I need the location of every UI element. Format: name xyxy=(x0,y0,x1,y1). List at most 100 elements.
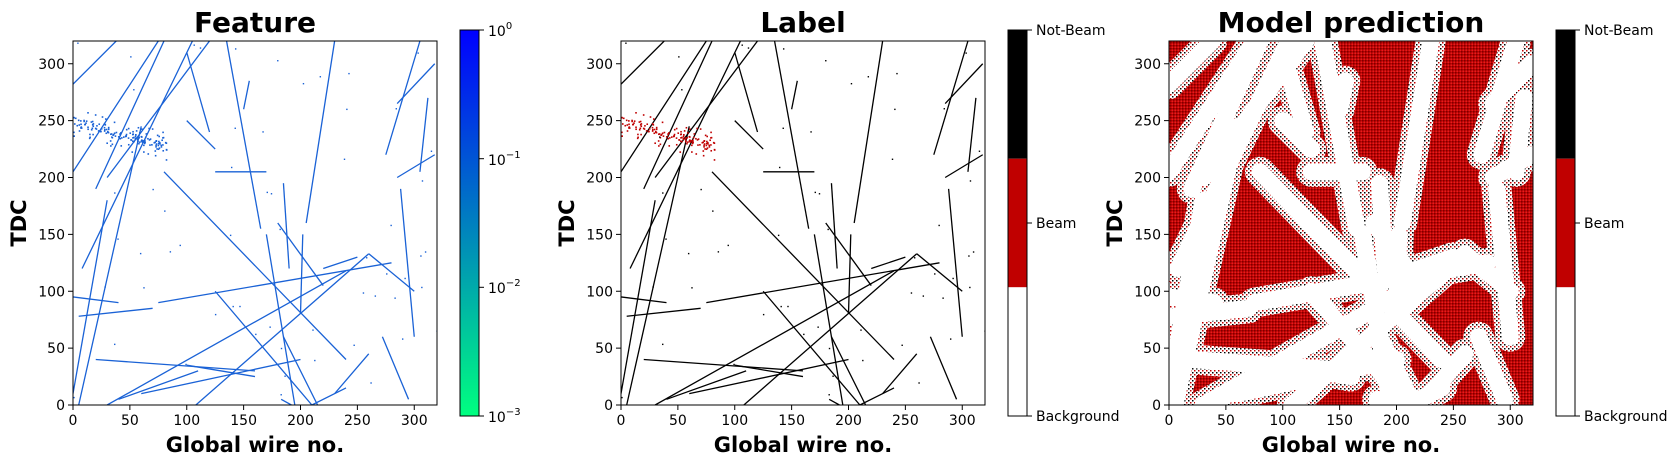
beam-hit xyxy=(92,125,95,128)
predicted-track xyxy=(1370,174,1394,277)
axes: 0 50 100 150 200 250 300 0 50 100 150 200 250 300 xyxy=(586,57,975,429)
beam-hit xyxy=(678,139,681,141)
beam-hit xyxy=(639,127,642,130)
track-hit-line xyxy=(734,52,759,133)
beam-hit xyxy=(119,137,122,140)
beam-hit xyxy=(685,140,687,143)
noise-hit xyxy=(279,228,281,231)
x-tick-label: 300 xyxy=(401,413,428,429)
beam-hit xyxy=(697,144,699,146)
beam-hit xyxy=(626,124,629,126)
beam-hit xyxy=(92,133,94,136)
track-hit-line xyxy=(368,253,415,292)
beam-hit xyxy=(165,148,168,151)
predicted-track xyxy=(1169,41,1263,181)
noise-hit xyxy=(968,255,970,257)
beam-hit xyxy=(642,114,645,116)
track-hit-line xyxy=(73,41,117,85)
beam-hit xyxy=(658,145,660,147)
beam-hit xyxy=(628,127,630,129)
noise-hit xyxy=(747,47,750,49)
beam-hit xyxy=(137,126,140,129)
predicted-track xyxy=(1399,379,1451,405)
beam-hit xyxy=(659,143,662,146)
beam-hit xyxy=(132,130,134,133)
beam-hit xyxy=(114,135,117,137)
noise-hit xyxy=(733,363,735,366)
noise-hit xyxy=(949,338,952,340)
beam-hit xyxy=(135,130,138,132)
noise-hit xyxy=(255,333,257,336)
colorbar-label-background: Background xyxy=(1036,409,1120,425)
beam-hit xyxy=(670,136,673,138)
predicted-track xyxy=(1314,41,1366,238)
predicted-track xyxy=(1353,225,1400,405)
beam-hit xyxy=(705,148,708,151)
beam-hit xyxy=(133,140,135,143)
noise-hit xyxy=(818,193,821,195)
noise-hit xyxy=(860,329,862,331)
noise-hit xyxy=(404,277,406,280)
noise-hit xyxy=(762,313,765,316)
track-layer xyxy=(621,41,985,405)
beam-hit xyxy=(83,119,85,122)
colorbar-segment-beam xyxy=(1008,158,1027,288)
beam-hit xyxy=(155,144,157,147)
y-tick-label: 250 xyxy=(1134,114,1161,130)
noise-hit xyxy=(353,344,355,346)
beam-hit xyxy=(134,135,137,138)
track-hit-line xyxy=(734,364,804,378)
beam-hit xyxy=(672,135,675,138)
track-hit-line xyxy=(825,222,872,286)
beam-hit xyxy=(76,124,79,127)
beam-hit xyxy=(682,135,685,138)
noise-hit xyxy=(199,47,202,49)
beam-hit xyxy=(705,142,708,145)
beam-hit xyxy=(695,137,697,140)
beam-hit xyxy=(130,139,133,141)
beam-hit xyxy=(160,144,163,147)
beam-hit xyxy=(105,132,108,135)
beam-hit xyxy=(104,124,107,126)
beam-hit xyxy=(628,127,631,129)
y-tick-label: 50 xyxy=(47,341,65,357)
beam-hit xyxy=(624,124,627,127)
track-hit-line xyxy=(847,234,852,315)
beam-hit xyxy=(148,139,151,141)
track-hit-line xyxy=(225,41,262,229)
beam-hit xyxy=(149,144,151,146)
beam-hit xyxy=(649,116,652,118)
beam-hit xyxy=(681,140,683,143)
beam-hit xyxy=(107,126,110,129)
beam-hit xyxy=(635,126,637,129)
beam-hit xyxy=(621,131,623,134)
beam-hit xyxy=(111,143,114,146)
beam-hit xyxy=(96,125,98,127)
beam-hit xyxy=(628,126,631,128)
noise-hit xyxy=(894,108,896,111)
beam-hit xyxy=(705,144,708,147)
beam-hit xyxy=(704,134,707,137)
track-hit-line xyxy=(78,307,153,317)
beam-hit xyxy=(134,138,137,141)
x-axis-label: Global wire no. xyxy=(166,433,344,457)
beam-hit xyxy=(91,123,94,126)
track-hit-line xyxy=(882,353,918,395)
beam-hit xyxy=(654,130,657,133)
track-hit-line xyxy=(396,154,436,179)
beam-hit xyxy=(675,127,678,130)
noise-hit xyxy=(780,305,782,308)
beam-hit xyxy=(157,142,160,145)
y-tick-label: 150 xyxy=(586,227,613,243)
y-tick-label: 0 xyxy=(1152,398,1161,414)
track-hit-line xyxy=(643,358,804,372)
beam-hit xyxy=(673,128,676,131)
beam-hit xyxy=(156,134,159,137)
beam-hit xyxy=(699,128,702,130)
noise-hit xyxy=(817,326,819,328)
x-tick-label: 150 xyxy=(778,413,805,429)
colorbar-label-background: Background xyxy=(1584,409,1668,425)
noise-hit xyxy=(417,52,419,54)
noise-hit xyxy=(978,150,981,152)
